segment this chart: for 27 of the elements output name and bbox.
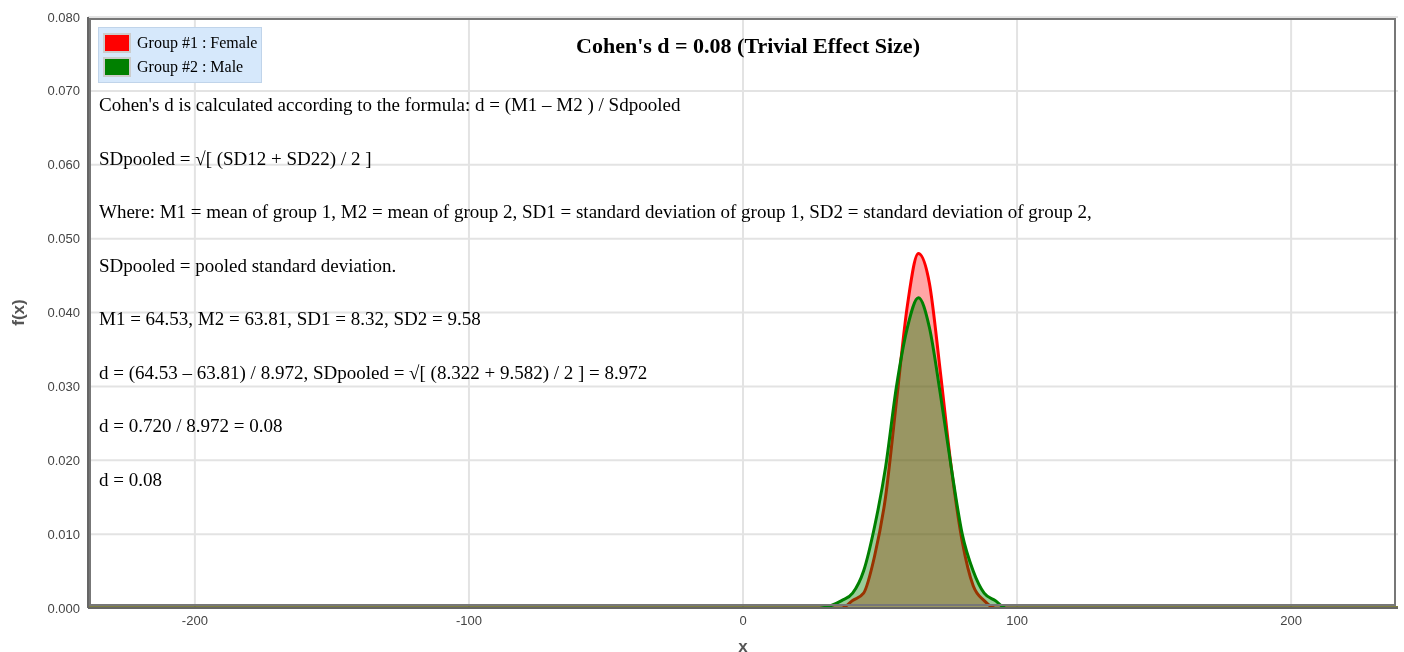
y-tick-label: 0.030 <box>47 378 80 394</box>
annotation: M1 = 64.53, M2 = 63.81, SD1 = 8.32, SD2 = 9.58 <box>99 308 481 330</box>
annotation: d = 0.08 <box>99 468 162 491</box>
annotation: d = (64.53 – 63.81) / 8.972, SDpooled = √[ (8.322 + 9.582) / 2 ] = 8.972 <box>99 361 648 384</box>
y-tick-label: 0.010 <box>47 526 80 542</box>
annotation: d = 0.720 / 8.972 = 0.08 <box>99 415 283 437</box>
y-tick-label: 0.000 <box>47 600 80 616</box>
annotation: Cohen's d is calculated according to the formula: d = (M1 – M2 ) / Sdpooled <box>99 94 681 116</box>
x-tick-label: 0 <box>739 613 747 629</box>
x-tick-label: -100 <box>455 613 482 629</box>
y-axis-title: f(x) <box>9 299 29 326</box>
y-tick-label: 0.020 <box>47 452 80 468</box>
legend-label: Group #2 : Male <box>137 58 244 76</box>
x-tick-label: 100 <box>1006 613 1028 629</box>
annotation: SDpooled = pooled standard deviation. <box>99 254 397 277</box>
x-tick-label: 200 <box>1280 613 1302 629</box>
text: Cohen's d = 0.08 (Trivial Effect Size) <box>575 33 921 59</box>
annotation: Where: M1 = mean of group 1, M2 = mean of group 2, SD1 = standard deviation of group 1, SD2 = standard deviation of group 2, <box>99 201 1092 223</box>
y-tick-label: 0.080 <box>47 9 80 25</box>
x-tick-label: -200 <box>181 613 208 629</box>
y-tick-label: 0.040 <box>47 305 80 321</box>
annotation: SDpooled = √[ (SD12 + SD22) / 2 ] <box>99 147 372 170</box>
y-tick-label: 0.060 <box>47 157 80 173</box>
y-tick-label: 0.070 <box>47 83 80 99</box>
y-tick-label: 0.050 <box>47 231 80 247</box>
legend-label: Group #1 : Female <box>137 34 258 52</box>
x-axis-title: x <box>738 637 749 652</box>
